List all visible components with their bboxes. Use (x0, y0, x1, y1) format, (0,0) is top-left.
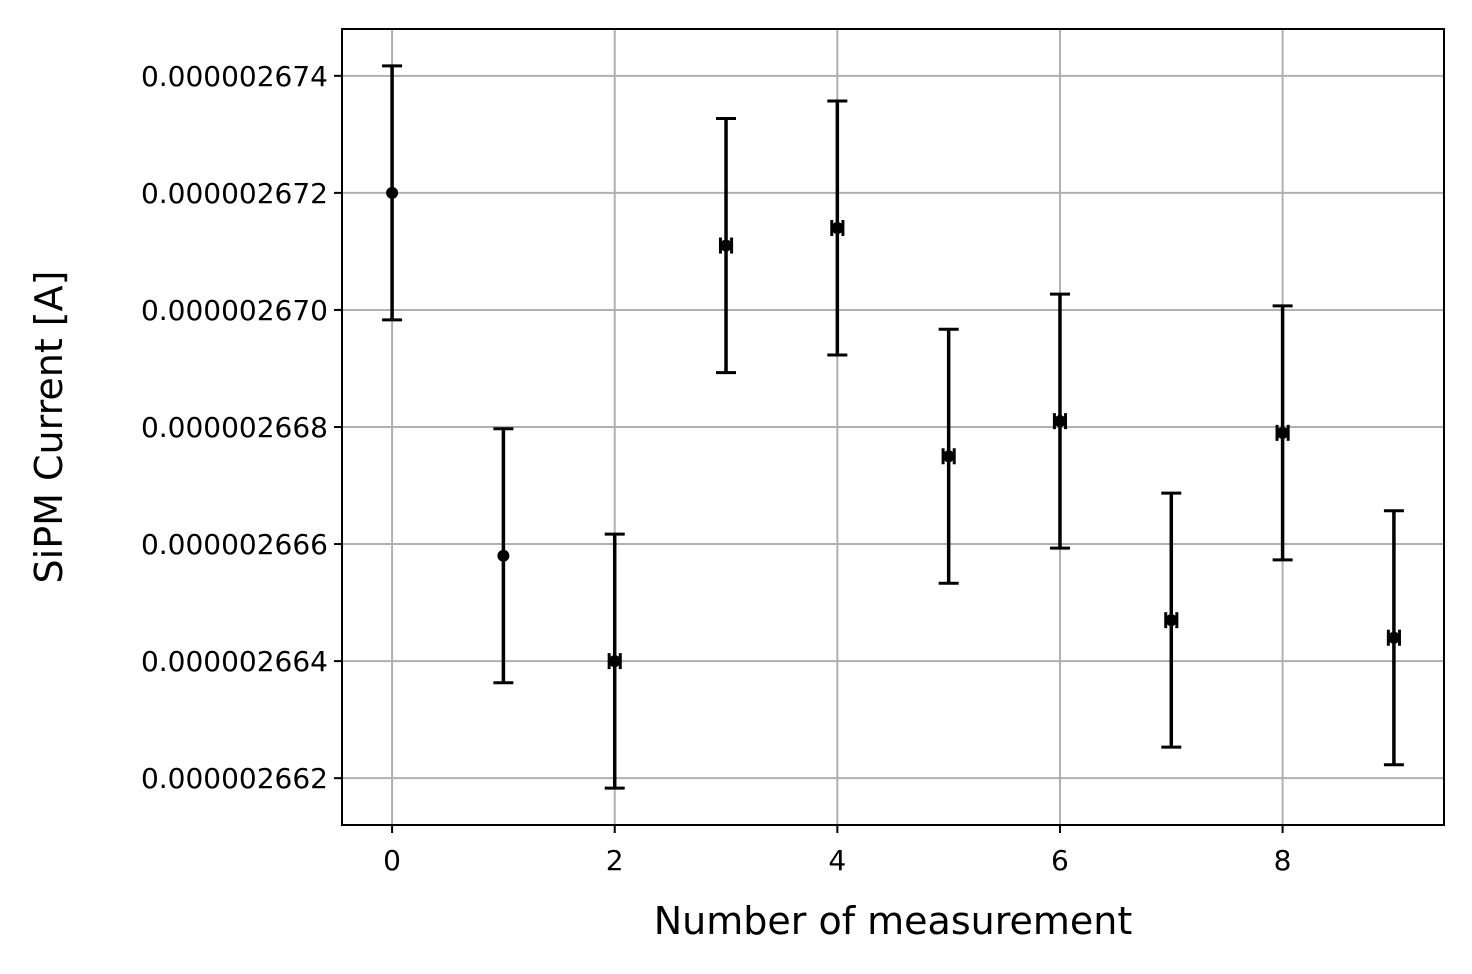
x-axis-title: Number of measurement (654, 899, 1133, 943)
data-point-group (827, 99, 848, 357)
data-point (1387, 631, 1400, 644)
y-axis-title: SiPM Current [A] (27, 271, 71, 584)
data-point (1276, 426, 1289, 439)
y-tick-label: 0.000002664 (141, 645, 328, 678)
y-tick-label: 0.000002674 (141, 60, 328, 93)
y-tick-label: 0.000002670 (141, 294, 328, 327)
data-point (720, 239, 733, 252)
data-point (831, 222, 844, 234)
data-point (608, 655, 621, 668)
data-point-group (716, 117, 737, 375)
data-point (1165, 614, 1178, 627)
data-point-group (382, 64, 403, 322)
data-point-group (1049, 292, 1070, 550)
x-tick-label: 6 (1051, 844, 1069, 877)
x-tick-label: 0 (383, 844, 401, 877)
y-tick-label: 0.000002662 (141, 762, 328, 795)
data-point-group (1383, 509, 1404, 767)
x-axis: 0 2 4 6 8 (383, 825, 1292, 877)
y-tick-label: 0.000002668 (141, 411, 328, 444)
data-point-group (938, 327, 959, 585)
data-point (1053, 415, 1066, 428)
x-tick-label: 4 (828, 844, 846, 877)
y-tick-label: 0.000002666 (141, 528, 328, 561)
data-point-group (604, 532, 625, 790)
data-point (497, 549, 510, 562)
x-tick-label: 8 (1274, 844, 1292, 877)
x-tick-label: 2 (606, 844, 624, 877)
data-point (942, 450, 955, 463)
data-points (382, 64, 1404, 790)
data-point-group (1161, 491, 1182, 749)
y-tick-label: 0.000002672 (141, 177, 328, 210)
data-point-group (1272, 304, 1293, 562)
y-axis: 0.000002662 0.000002664 0.000002666 0.00000… (141, 60, 342, 795)
data-point-group (493, 427, 514, 685)
data-point (386, 186, 399, 199)
